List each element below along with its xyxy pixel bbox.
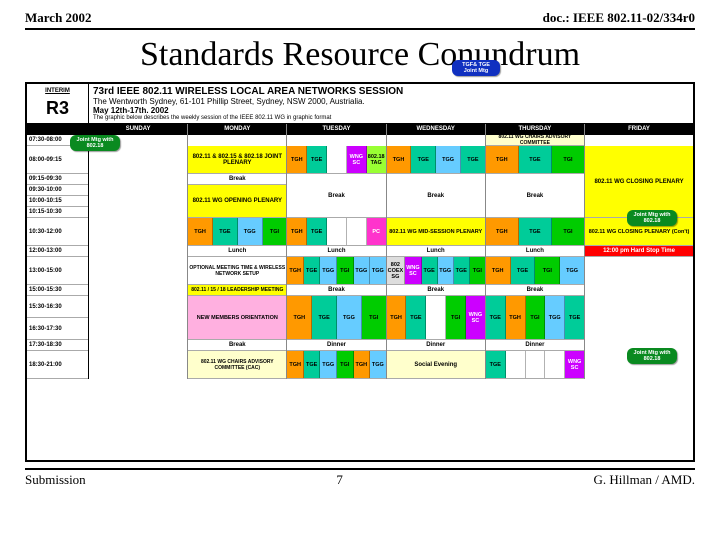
footer-left: Submission — [25, 472, 86, 488]
schedule-slot: 802.11 WG CLOSING PLENARY — [585, 146, 693, 218]
schedule-slot: Lunch — [287, 246, 385, 257]
schedule-slot: TGHTGETGGTGITGHTGG — [287, 351, 385, 379]
day-columns: SUNDAYMONDAY 802.11 & 802.15 & 802.18 JOI… — [89, 124, 693, 379]
day-column-tuesday: TUESDAYTGHTGEWNG SC802.18 TAGBreakTGHTGE… — [287, 124, 386, 379]
schedule-slot: Lunch — [486, 246, 584, 257]
slide-footer: Submission 7 G. Hillman / AMD. — [25, 472, 695, 488]
header-rule — [25, 28, 695, 30]
schedule-slot: TGHTGETGITGG — [486, 257, 584, 285]
r3-box: INTERIM R3 — [27, 84, 89, 123]
schedule-slot: Dinner — [486, 340, 584, 351]
header-right: doc.: IEEE 802.11-02/334r0 — [543, 10, 695, 26]
time-column: 07:30-08:0008:00-09:1509:15-09:3009:30-1… — [27, 124, 89, 379]
schedule-slot: Lunch — [387, 246, 485, 257]
schedule-slot: Lunch — [188, 246, 286, 257]
schedule-slot: OPTIONAL MEETING TIME & WIRELESS NETWORK… — [188, 257, 286, 285]
schedule-slot: NEW MEMBERS ORIENTATION — [188, 296, 286, 340]
day-header: SUNDAY — [89, 124, 187, 135]
schedule-slot: TGHTGETGGTGE — [387, 146, 485, 174]
schedule-slot: TGHTGETGI — [486, 146, 584, 174]
schedule-slot: Break — [188, 340, 286, 351]
day-column-monday: MONDAY 802.11 & 802.15 & 802.18 JOINT PLE… — [188, 124, 287, 379]
schedule-grid: 07:30-08:0008:00-09:1509:15-09:3009:30-1… — [27, 124, 693, 379]
session-title: 73rd IEEE 802.11 WIRELESS LOCAL AREA NET… — [93, 86, 689, 97]
schedule-slot: 802.11 / 15 / 18 LEADERSHIP MEETING — [188, 285, 286, 296]
schedule-slot: Dinner — [387, 340, 485, 351]
day-column-friday: FRIDAY802.11 WG CLOSING PLENARY802.11 WG… — [585, 124, 693, 379]
schedule-slot: Break — [188, 174, 286, 185]
time-label: 16:30-17:30 — [27, 318, 88, 340]
schedule-slot: TGHTGETGGTGI — [188, 218, 286, 246]
footer-rule — [25, 468, 695, 470]
schedule-slot: 802.11 WG CHAIRS ADVISORY COMMITTEE (CAC… — [188, 351, 286, 379]
interim-label: INTERIM — [45, 88, 70, 94]
time-label: 10:15-10:30 — [27, 207, 88, 218]
schedule-slot: TGHTGETGGTGITGGTGG — [287, 257, 385, 285]
callout-joint-left: Joint Mtg with 802.18 — [70, 135, 120, 151]
schedule-slot: Social Evening — [387, 351, 485, 379]
schedule-slot: 802 COEX SGWNG SCTGETGGTGETGI — [387, 257, 485, 285]
schedule-header-row: INTERIM R3 73rd IEEE 802.11 WIRELESS LOC… — [27, 84, 693, 124]
day-header: MONDAY — [188, 124, 286, 135]
schedule-slot: 802.11 WG OPENING PLENARY — [188, 185, 286, 218]
footer-center: 7 — [336, 472, 343, 488]
header-left: March 2002 — [25, 10, 92, 26]
day-header: TUESDAY — [287, 124, 385, 135]
schedule-slot: 802.11 & 802.15 & 802.18 JOINT PLENARY — [188, 146, 286, 174]
schedule-slot: Break — [387, 285, 485, 296]
day-column-sunday: SUNDAY — [89, 124, 188, 379]
time-label: 17:30-18:30 — [27, 340, 88, 351]
schedule-slot: Break — [486, 285, 584, 296]
schedule-slot: Break — [387, 174, 485, 218]
session-dates: May 12th-17th. 2002 — [93, 106, 689, 115]
schedule-slot: Break — [287, 174, 385, 218]
schedule-graphic: INTERIM R3 73rd IEEE 802.11 WIRELESS LOC… — [25, 82, 695, 462]
schedule-slot: Break — [287, 285, 385, 296]
time-label: 12:00-13:00 — [27, 246, 88, 257]
time-label: 10:30-12:00 — [27, 218, 88, 246]
schedule-slot: TGETGHTGITGGTGE — [486, 296, 584, 340]
callout-joint-right: Joint Mtg with 802.18 — [627, 210, 677, 226]
day-column-thursday: THURSDAY802.11 WG CHAIRS ADVISORY COMMIT… — [486, 124, 585, 379]
schedule-slot: TGHTGEPC — [287, 218, 385, 246]
r3-label: R3 — [46, 98, 69, 119]
callout-joint-br: Joint Mtg with 802.18 — [627, 348, 677, 364]
slide-title: Standards Resource Conundrum — [25, 36, 695, 74]
schedule-slot: TGHTGETGIWNG SC — [387, 296, 485, 340]
footer-right: G. Hillman / AMD. — [594, 472, 695, 488]
day-header: FRIDAY — [585, 124, 693, 135]
schedule-slot: 12:00 pm Hard Stop Time — [585, 246, 693, 257]
schedule-slot: TGHTGETGI — [486, 218, 584, 246]
schedule-heading: 73rd IEEE 802.11 WIRELESS LOCAL AREA NET… — [89, 84, 693, 123]
schedule-slot: TGEWNG SC — [486, 351, 584, 379]
schedule-slot: Break — [486, 174, 584, 218]
session-venue: The Wentworth Sydney, 61-101 Phillip Str… — [93, 97, 689, 106]
day-column-wednesday: WEDNESDAYTGHTGETGGTGEBreak802.11 WG MID-… — [387, 124, 486, 379]
time-label: 15:00-15:30 — [27, 285, 88, 296]
slide-header: March 2002 doc.: IEEE 802.11-02/334r0 — [25, 10, 695, 26]
schedule-slot: TGHTGEWNG SC802.18 TAG — [287, 146, 385, 174]
time-label: 13:00-15:00 — [27, 257, 88, 285]
schedule-slot: Dinner — [287, 340, 385, 351]
time-label: 10:00-10:15 — [27, 196, 88, 207]
time-label: 09:15-09:30 — [27, 174, 88, 185]
schedule-slot: 802.11 WG CHAIRS ADVISORY COMMITTEE — [486, 135, 584, 146]
time-header — [27, 124, 88, 135]
time-label: 09:30-10:00 — [27, 185, 88, 196]
session-caption: The graphic below describes the weekly s… — [93, 115, 689, 121]
time-label: 18:30-21:00 — [27, 351, 88, 379]
time-label: 15:30-16:30 — [27, 296, 88, 318]
schedule-slot: 802.11 WG MID-SESSION PLENARY — [387, 218, 485, 246]
day-header: WEDNESDAY — [387, 124, 485, 135]
schedule-slot: TGHTGETGGTGI — [287, 296, 385, 340]
